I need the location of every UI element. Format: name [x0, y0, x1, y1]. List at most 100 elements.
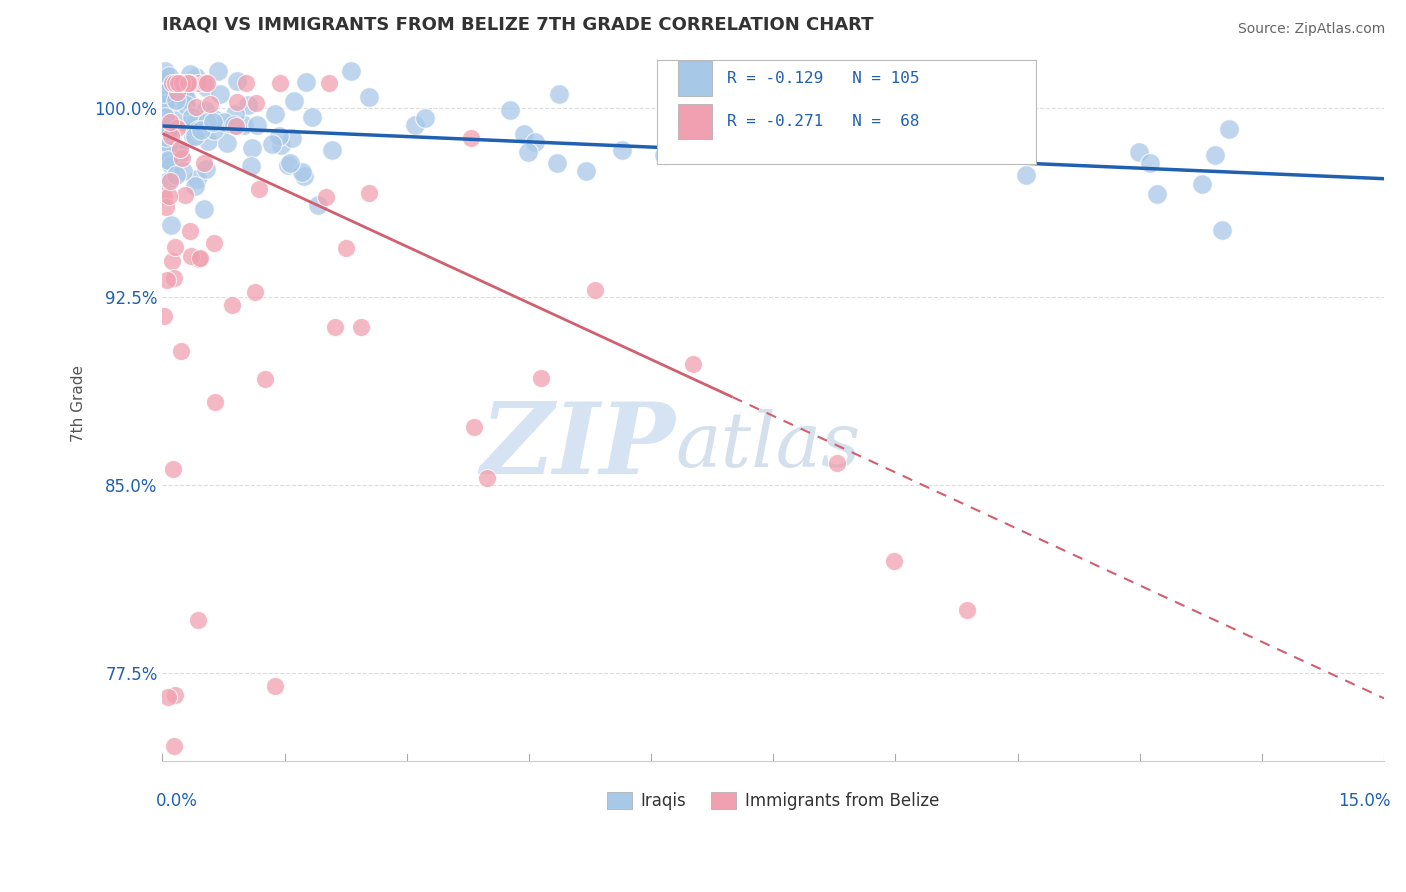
Point: [162, 76, 184, 90]
Point: [517, 145, 540, 160]
Point: [243, 285, 266, 299]
Point: [200, 96, 222, 111]
Point: [179, 224, 201, 238]
Point: [460, 131, 482, 145]
Point: [1204, 148, 1226, 162]
Point: [162, 253, 184, 268]
Point: [212, 115, 235, 129]
Point: [157, 174, 180, 188]
Point: [184, 70, 207, 85]
Point: [1146, 186, 1168, 201]
Point: [1139, 156, 1161, 170]
Point: [226, 95, 249, 109]
Point: [190, 123, 212, 137]
Point: [225, 74, 247, 88]
Point: [246, 118, 269, 132]
Point: [350, 319, 373, 334]
Point: [176, 91, 198, 105]
Point: [825, 456, 848, 470]
Point: [187, 76, 209, 90]
Point: [157, 136, 180, 151]
Point: [157, 123, 180, 137]
Point: [169, 344, 191, 359]
Point: [174, 98, 197, 112]
Point: [1191, 177, 1213, 191]
Point: [155, 71, 177, 86]
Point: [357, 90, 380, 104]
Point: [188, 115, 211, 129]
Point: [153, 100, 176, 114]
Point: [165, 94, 187, 108]
Point: [236, 98, 259, 112]
Point: [162, 462, 184, 476]
Point: [166, 142, 188, 156]
Bar: [678, 104, 713, 138]
Point: [269, 76, 291, 90]
Point: [217, 136, 239, 151]
Point: [277, 158, 299, 172]
Point: [221, 298, 243, 312]
Point: [335, 241, 357, 255]
Point: [240, 141, 263, 155]
Point: [186, 112, 208, 127]
Point: [278, 156, 301, 170]
Text: 0.0%: 0.0%: [156, 791, 197, 810]
Point: [208, 87, 231, 101]
Point: [172, 86, 194, 100]
Point: [167, 76, 190, 90]
Point: [193, 156, 215, 170]
Point: [232, 119, 254, 133]
Point: [499, 103, 522, 117]
Point: [883, 554, 905, 568]
Point: [163, 76, 186, 90]
Point: [195, 161, 218, 176]
Point: [1015, 168, 1038, 182]
Point: [183, 128, 205, 143]
Point: [682, 357, 704, 371]
Point: [194, 76, 217, 90]
Point: [187, 613, 209, 627]
Point: [195, 76, 218, 90]
Point: [202, 114, 225, 128]
Point: [235, 76, 257, 90]
Point: [160, 129, 183, 144]
Point: [183, 178, 205, 193]
Point: [153, 110, 176, 124]
Point: [610, 143, 633, 157]
Point: [513, 127, 536, 141]
Point: [173, 85, 195, 99]
Point: [156, 273, 179, 287]
Point: [163, 239, 186, 253]
Point: [159, 174, 181, 188]
Point: [153, 147, 176, 161]
Text: IRAQI VS IMMIGRANTS FROM BELIZE 7TH GRADE CORRELATION CHART: IRAQI VS IMMIGRANTS FROM BELIZE 7TH GRAD…: [163, 15, 875, 33]
Point: [155, 201, 177, 215]
Point: [546, 156, 568, 170]
Point: [291, 165, 314, 179]
Point: [283, 95, 305, 109]
Point: [225, 119, 247, 133]
Point: [179, 119, 201, 133]
Point: [179, 67, 201, 81]
Point: [157, 153, 180, 168]
Point: [177, 76, 200, 90]
Point: [179, 76, 201, 90]
Point: [172, 76, 194, 90]
Point: [340, 63, 363, 78]
Point: [706, 137, 728, 152]
Point: [463, 420, 485, 434]
Point: [1218, 122, 1240, 136]
Point: [654, 148, 676, 162]
Point: [956, 603, 979, 617]
Bar: [678, 62, 713, 95]
Point: [159, 69, 181, 83]
Point: [169, 142, 191, 156]
Point: [307, 198, 329, 212]
Point: [318, 76, 340, 90]
Text: R = -0.271   N =  68: R = -0.271 N = 68: [727, 114, 920, 129]
Point: [177, 76, 200, 90]
Point: [172, 151, 194, 165]
Point: [157, 188, 180, 202]
Point: [224, 107, 246, 121]
Point: [204, 394, 226, 409]
